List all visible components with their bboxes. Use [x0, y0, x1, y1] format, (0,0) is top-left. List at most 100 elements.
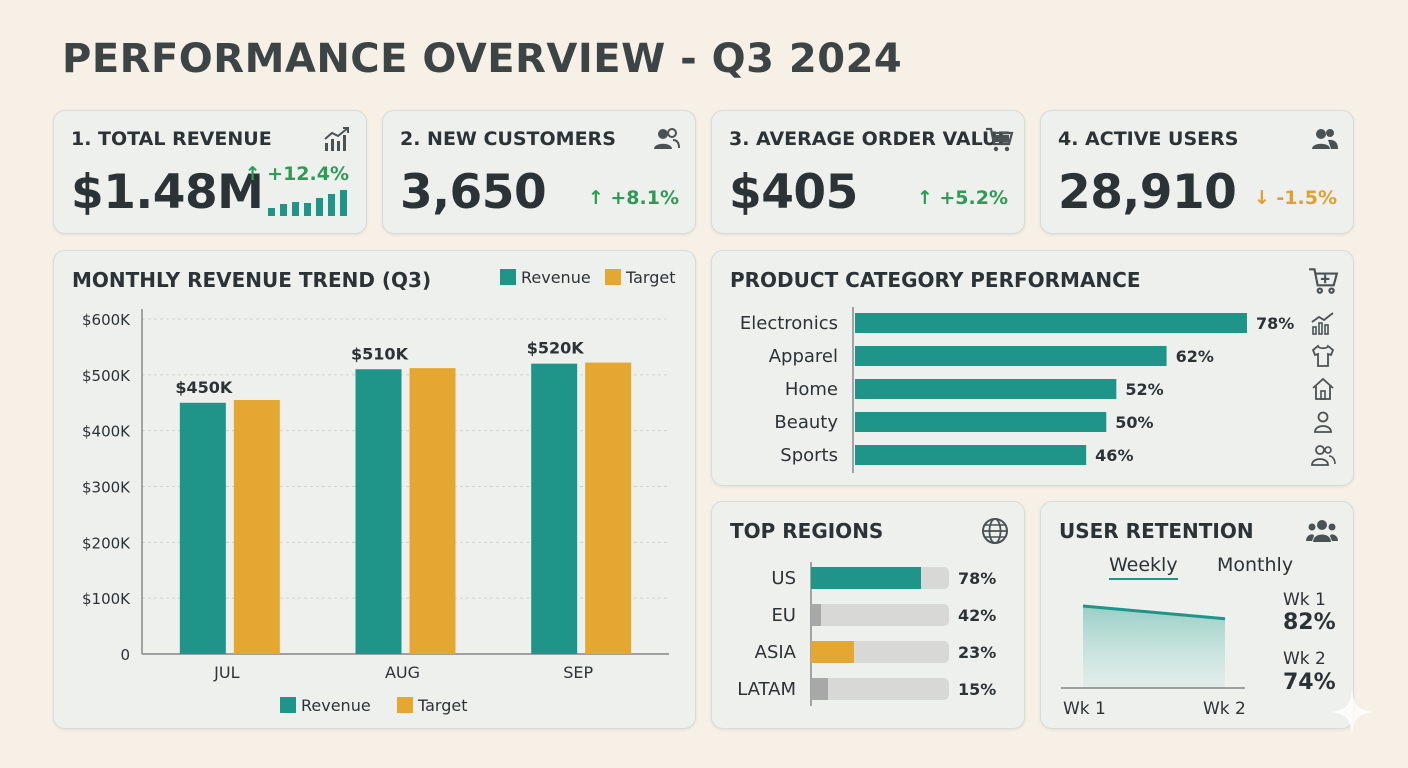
- sparkline-bar: [316, 198, 323, 216]
- sparkline-bar: [304, 203, 311, 216]
- x-tick-label: AUG: [385, 663, 420, 682]
- y-tick-label: $500K: [82, 367, 131, 385]
- legend-swatch: [280, 697, 296, 713]
- kpi-card-active-users: 4. ACTIVE USERS 28,910 ↓ -1.5%: [1040, 110, 1354, 234]
- sparkline-bar: [340, 190, 347, 216]
- section-title: MONTHLY REVENUE TREND (Q3): [72, 268, 432, 292]
- top-regions-card: TOP REGIONS US 78% EU 42% ASIA 23% LATAM 15%: [711, 501, 1025, 729]
- legend-label: Target: [625, 268, 676, 287]
- retention-line: [1082, 604, 1226, 621]
- legend-label: Revenue: [301, 696, 371, 715]
- region-bar: [811, 604, 821, 626]
- legend-label: Revenue: [521, 268, 591, 287]
- retention-stat-label: Wk 1: [1283, 590, 1326, 610]
- region-bar: [811, 678, 828, 700]
- y-tick-label: 0: [120, 646, 130, 664]
- sparkline-bar: [292, 202, 299, 216]
- tab-weekly[interactable]: Weekly: [1109, 554, 1178, 580]
- y-tick-label: $300K: [82, 479, 131, 497]
- users-icon: [1312, 129, 1338, 149]
- category-label: Sports: [780, 445, 838, 466]
- revenue-bar-chart: 0 $100K $200K $300K $400K $500K $600K $450K JUL $…: [82, 268, 676, 715]
- category-bar-chart: Electronics 78% Apparel 62% Home 52% Beauty 50%…: [740, 307, 1294, 473]
- tab-monthly[interactable]: Monthly: [1217, 554, 1294, 576]
- kpi-title: 3. AVERAGE ORDER VALUE: [729, 128, 1011, 150]
- kpi-title: 4. ACTIVE USERS: [1058, 128, 1239, 150]
- cart-plus-icon: [1309, 268, 1339, 294]
- data-label: $450K: [175, 378, 233, 397]
- bar-target: [585, 362, 632, 654]
- kpi-value: $405: [729, 165, 858, 220]
- category-value: 62%: [1176, 347, 1214, 366]
- sparkline-bar: [268, 208, 275, 216]
- category-value: 50%: [1115, 413, 1153, 432]
- bar-revenue: [179, 402, 226, 654]
- shirt-icon: [1311, 344, 1335, 367]
- region-value: 15%: [958, 680, 996, 699]
- region-value: 78%: [958, 569, 996, 588]
- kpi-delta: ↑ +12.4%: [244, 163, 349, 185]
- category-bar: [855, 313, 1247, 333]
- region-label: US: [771, 568, 796, 589]
- y-tick-label: $600K: [82, 311, 131, 329]
- kpi-title: 1. TOTAL REVENUE: [71, 128, 272, 150]
- data-label: $510K: [351, 344, 409, 363]
- x-tick-label: SEP: [563, 663, 593, 682]
- users-icon: [1311, 445, 1336, 466]
- data-label: $520K: [527, 339, 585, 358]
- users-icon: [654, 128, 680, 149]
- section-title: PRODUCT CATEGORY PERFORMANCE: [730, 268, 1141, 292]
- retention-stat-label: Wk 2: [1283, 649, 1326, 669]
- x-tick-label: Wk 2: [1203, 699, 1246, 719]
- y-tick-label: $100K: [82, 590, 131, 608]
- retention-stat-value: 74%: [1283, 670, 1336, 695]
- y-tick-label: $200K: [82, 534, 131, 552]
- region-bar: [811, 641, 854, 663]
- bar-target: [233, 399, 280, 654]
- retention-stat-value: 82%: [1283, 610, 1336, 635]
- kpi-value: $1.48M: [71, 165, 264, 220]
- section-title: TOP REGIONS: [730, 519, 884, 543]
- region-track: [811, 678, 949, 700]
- kpi-card-new-customers: 2. NEW CUSTOMERS 3,650 ↑ +8.1%: [382, 110, 696, 234]
- home-icon: [1312, 377, 1334, 400]
- legend-swatch: [397, 697, 413, 713]
- bar-revenue: [355, 369, 402, 654]
- region-track: [811, 604, 949, 626]
- region-label: EU: [771, 605, 796, 626]
- category-bar: [855, 346, 1167, 366]
- sparkline-bars: [268, 190, 347, 216]
- sparkle-icon: [1330, 690, 1374, 734]
- kpi-delta: ↓ -1.5%: [1253, 187, 1337, 209]
- category-bar: [855, 445, 1087, 465]
- user-retention-card: USER RETENTION Weekly Monthly Wk 1 Wk 2 W…: [1040, 501, 1354, 729]
- category-value: 46%: [1095, 446, 1133, 465]
- page-title: PERFORMANCE OVERVIEW - Q3 2024: [62, 36, 903, 82]
- region-bar-chart: US 78% EU 42% ASIA 23% LATAM 15%: [737, 562, 996, 706]
- region-value: 23%: [958, 643, 996, 662]
- x-tick-label: JUL: [213, 663, 239, 682]
- kpi-value: 3,650: [400, 165, 547, 220]
- legend-swatch: [500, 269, 516, 285]
- cart-icon: [986, 127, 1014, 152]
- legend-label: Target: [417, 696, 468, 715]
- category-label: Home: [785, 379, 838, 400]
- category-bar: [855, 379, 1117, 399]
- sparkline-bar: [328, 194, 335, 216]
- globe-icon: [982, 518, 1008, 544]
- product-category-card: PRODUCT CATEGORY PERFORMANCE Electronics…: [711, 250, 1354, 486]
- region-bar: [811, 567, 921, 589]
- region-label: LATAM: [737, 679, 796, 700]
- retention-area: [1083, 606, 1225, 688]
- kpi-delta: ↑ +8.1%: [587, 187, 679, 209]
- kpi-delta: ↑ +5.2%: [916, 187, 1008, 209]
- category-label: Beauty: [774, 412, 838, 433]
- kpi-card-total-revenue: 1. TOTAL REVENUE $1.48M ↑ +12.4%: [53, 110, 367, 234]
- person-icon: [1314, 411, 1332, 433]
- x-tick-label: Wk 1: [1063, 699, 1106, 719]
- retention-area-chart: Wk 1 Wk 2: [1061, 604, 1246, 719]
- region-label: ASIA: [755, 642, 797, 663]
- trend-chart-icon: [1311, 312, 1334, 335]
- legend-swatch: [605, 269, 621, 285]
- sparkline-bar: [280, 204, 287, 216]
